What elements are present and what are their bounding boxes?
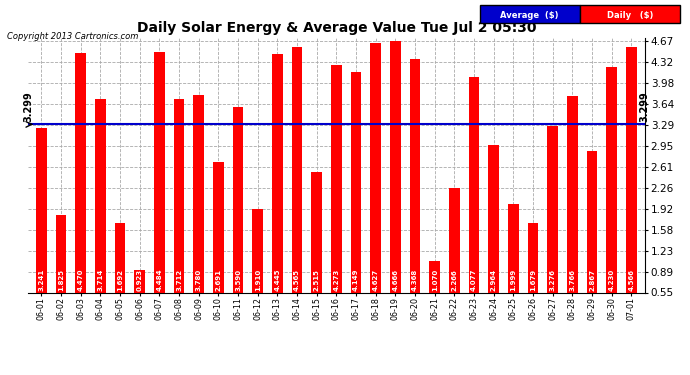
- Bar: [390, 41, 401, 326]
- Text: 4.445: 4.445: [275, 269, 280, 291]
- Text: 3.714: 3.714: [97, 269, 104, 291]
- Bar: [115, 223, 126, 326]
- Text: 3.590: 3.590: [235, 269, 241, 291]
- Text: 1.825: 1.825: [58, 269, 64, 291]
- Text: 4.566: 4.566: [629, 269, 634, 291]
- Bar: [233, 106, 244, 326]
- Bar: [174, 99, 184, 326]
- Text: 1.692: 1.692: [117, 269, 123, 291]
- Text: 4.368: 4.368: [412, 269, 418, 291]
- Text: 2.266: 2.266: [451, 270, 457, 291]
- Bar: [56, 214, 66, 326]
- Bar: [193, 95, 204, 326]
- Bar: [135, 270, 145, 326]
- Text: 2.867: 2.867: [589, 269, 595, 291]
- Bar: [253, 209, 263, 326]
- Text: 1.679: 1.679: [530, 269, 536, 291]
- Text: 2.964: 2.964: [491, 269, 497, 291]
- Text: 0.923: 0.923: [137, 269, 143, 291]
- Text: 2.515: 2.515: [314, 269, 319, 291]
- Bar: [371, 43, 381, 326]
- Text: 4.484: 4.484: [157, 268, 162, 291]
- Bar: [213, 162, 224, 326]
- Bar: [351, 72, 362, 326]
- Text: 4.077: 4.077: [471, 269, 477, 291]
- Bar: [410, 59, 420, 326]
- Text: 1.999: 1.999: [511, 269, 516, 291]
- Bar: [95, 99, 106, 326]
- Text: 1.070: 1.070: [432, 269, 437, 291]
- Bar: [311, 172, 322, 326]
- Text: 4.273: 4.273: [333, 269, 339, 291]
- Text: 1.910: 1.910: [255, 269, 261, 291]
- Text: 3.766: 3.766: [569, 269, 575, 291]
- Bar: [469, 77, 480, 326]
- Text: 4.470: 4.470: [78, 269, 83, 291]
- Bar: [547, 126, 558, 326]
- Text: Copyright 2013 Cartronics.com: Copyright 2013 Cartronics.com: [7, 32, 138, 41]
- Title: Daily Solar Energy & Average Value Tue Jul 2 05:30: Daily Solar Energy & Average Value Tue J…: [137, 21, 536, 35]
- Bar: [626, 47, 637, 326]
- Bar: [489, 145, 499, 326]
- Text: 3.712: 3.712: [176, 269, 182, 291]
- Bar: [429, 261, 440, 326]
- Text: Average  ($): Average ($): [500, 10, 558, 20]
- Bar: [528, 224, 538, 326]
- Text: 4.565: 4.565: [294, 269, 300, 291]
- Text: 3.299: 3.299: [640, 91, 650, 122]
- Text: 2.691: 2.691: [215, 269, 221, 291]
- Bar: [292, 47, 302, 326]
- Text: Daily   ($): Daily ($): [607, 10, 653, 20]
- Bar: [75, 53, 86, 326]
- Bar: [586, 151, 598, 326]
- Text: 4.666: 4.666: [393, 269, 398, 291]
- Text: 3.299: 3.299: [23, 91, 34, 122]
- Bar: [272, 54, 283, 326]
- Bar: [154, 52, 165, 326]
- Text: 4.627: 4.627: [373, 269, 379, 291]
- Text: 4.149: 4.149: [353, 269, 359, 291]
- Text: 3.276: 3.276: [550, 269, 555, 291]
- Text: 3.241: 3.241: [39, 269, 44, 291]
- Bar: [567, 96, 578, 326]
- Bar: [607, 68, 617, 326]
- Text: 3.780: 3.780: [196, 269, 201, 291]
- Bar: [36, 128, 47, 326]
- Bar: [508, 204, 519, 326]
- Bar: [331, 65, 342, 326]
- Bar: [449, 188, 460, 326]
- Text: 4.230: 4.230: [609, 269, 615, 291]
